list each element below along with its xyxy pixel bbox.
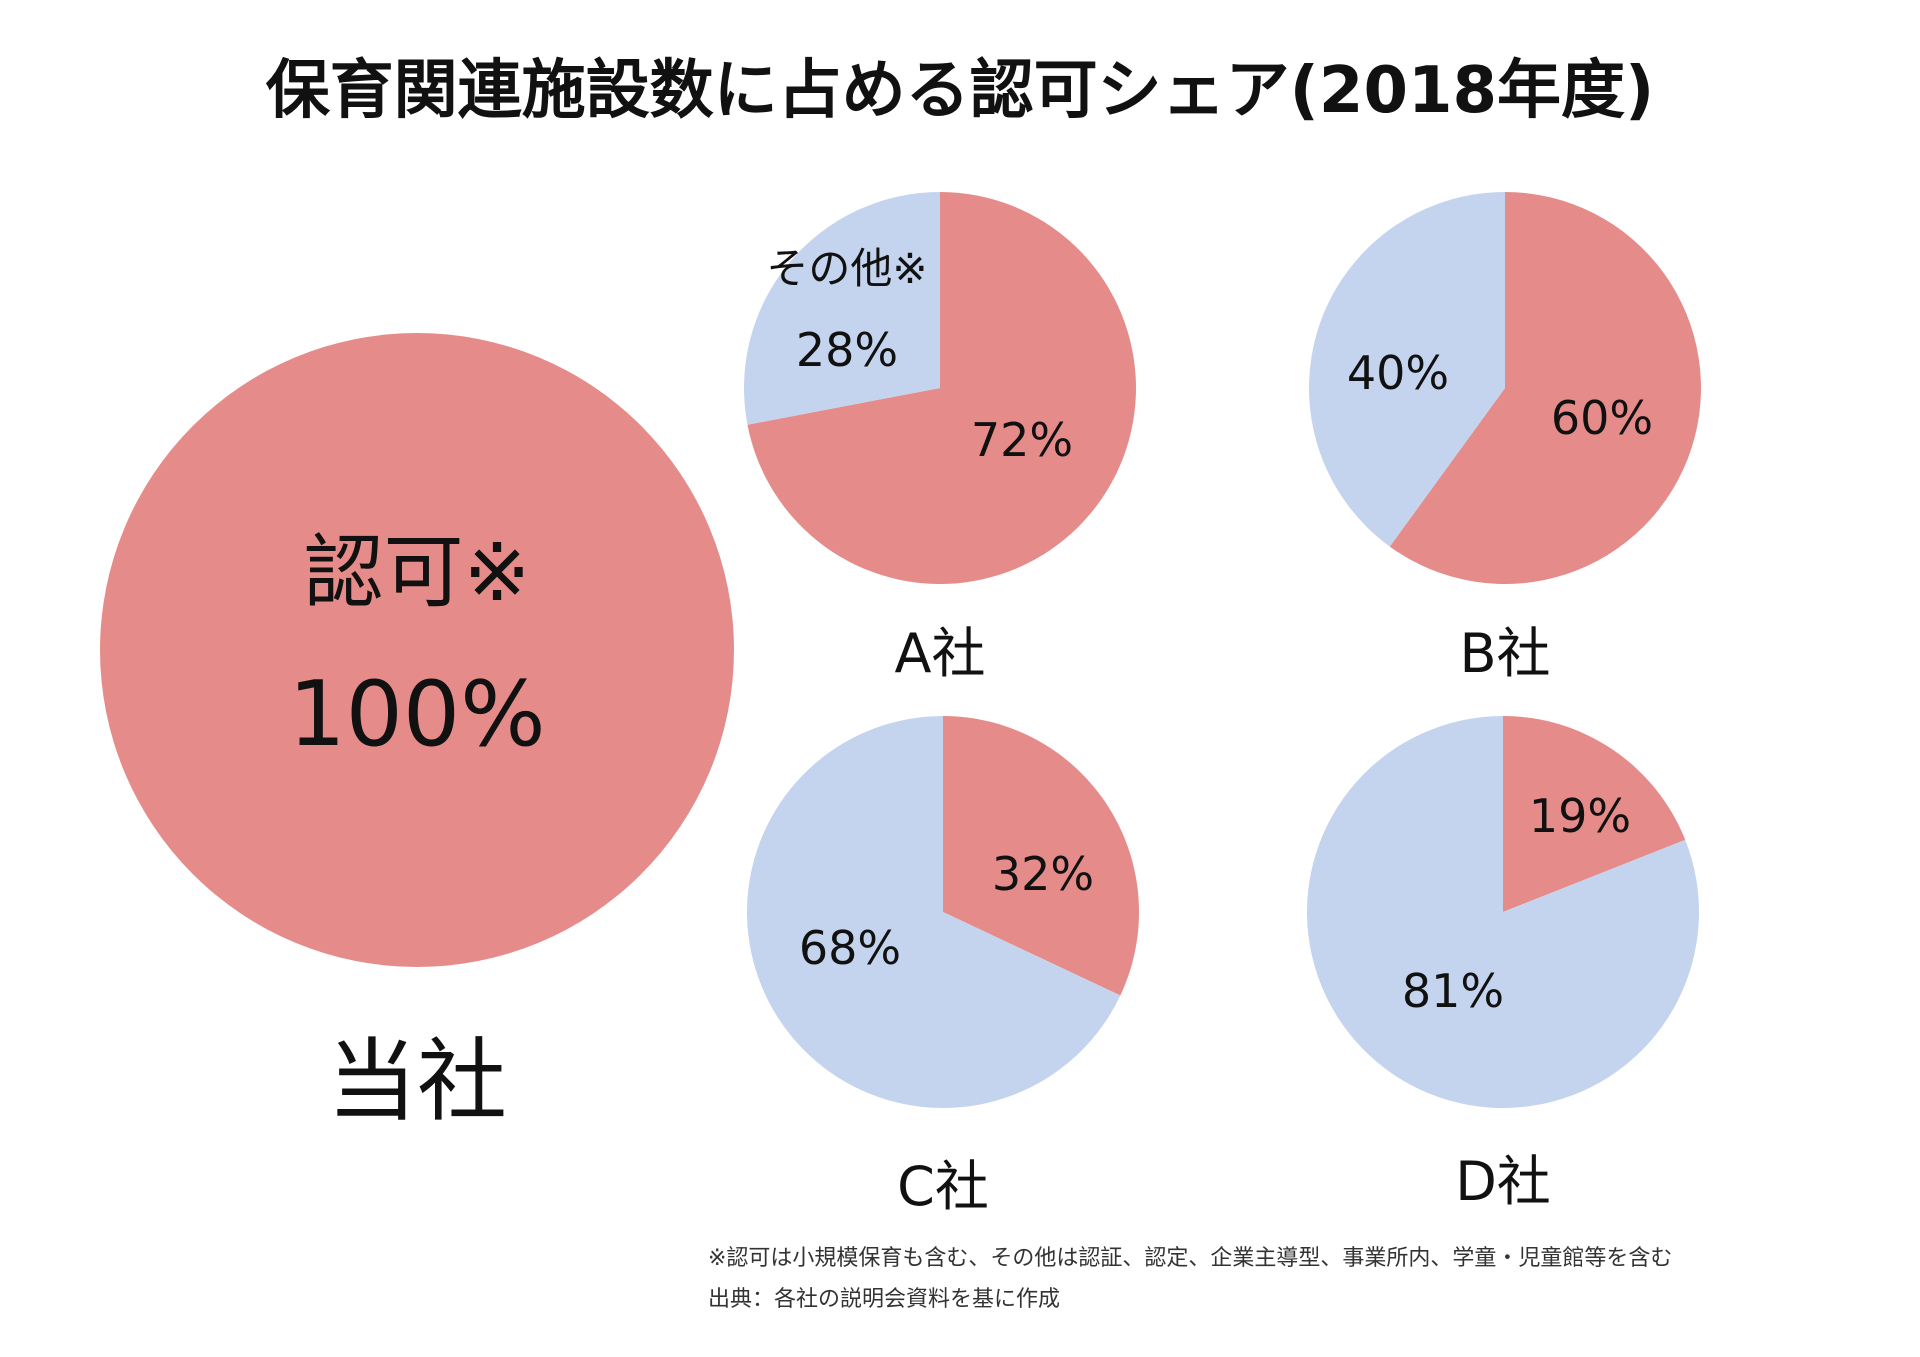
slice-value-label: 19% xyxy=(1529,789,1631,843)
pie-slice xyxy=(1389,192,1701,584)
slice-name-label: 認可※ xyxy=(303,526,530,619)
company-label: 当社 xyxy=(327,1029,507,1134)
pie-3: 32% 68% C社 xyxy=(746,716,1139,1218)
pie-2: 60% 40% B社 xyxy=(1309,192,1701,685)
chart-title: 保育関連施設数に占める認可シェア(2018年度) xyxy=(266,54,1655,128)
slice-value-label: 40% xyxy=(1347,346,1449,400)
pie-slice xyxy=(1306,716,1699,1108)
slice-value-label: 72% xyxy=(971,413,1073,467)
company-label: B社 xyxy=(1459,622,1550,685)
pie-slice xyxy=(747,192,1137,585)
slice-value-label: 28% xyxy=(796,323,898,377)
footnote: ※認可は小規模保育も含む、その他は認証、認定、企業主導型、事業所内、学童・児童館… xyxy=(708,1246,1672,1271)
pie-slice xyxy=(743,192,940,425)
slice-value-label: 81% xyxy=(1402,964,1504,1018)
slice-value-label: 100% xyxy=(288,662,545,767)
pie-1: 72% その他※ 28% A社 xyxy=(743,192,1137,685)
slice-value-label: 60% xyxy=(1551,391,1653,445)
slice-name-label: その他※ xyxy=(766,244,927,293)
company-label: D社 xyxy=(1455,1150,1551,1213)
pie-slice xyxy=(943,716,1139,996)
source-note: 出典：各社の説明会資料を基に作成 xyxy=(708,1287,1060,1312)
pie-slice xyxy=(1309,192,1505,547)
company-label: A社 xyxy=(895,622,986,685)
slice-value-label: 68% xyxy=(799,921,901,975)
slice-value-label: 32% xyxy=(992,847,1094,901)
pie-slice xyxy=(746,716,1121,1108)
pie-slice xyxy=(100,333,734,967)
pie-4: 19% 81% D社 xyxy=(1306,716,1699,1213)
pie-slice xyxy=(1503,716,1686,912)
company-label: C社 xyxy=(897,1155,989,1218)
pie-0: 認可※ 100% 当社 xyxy=(100,333,734,1134)
